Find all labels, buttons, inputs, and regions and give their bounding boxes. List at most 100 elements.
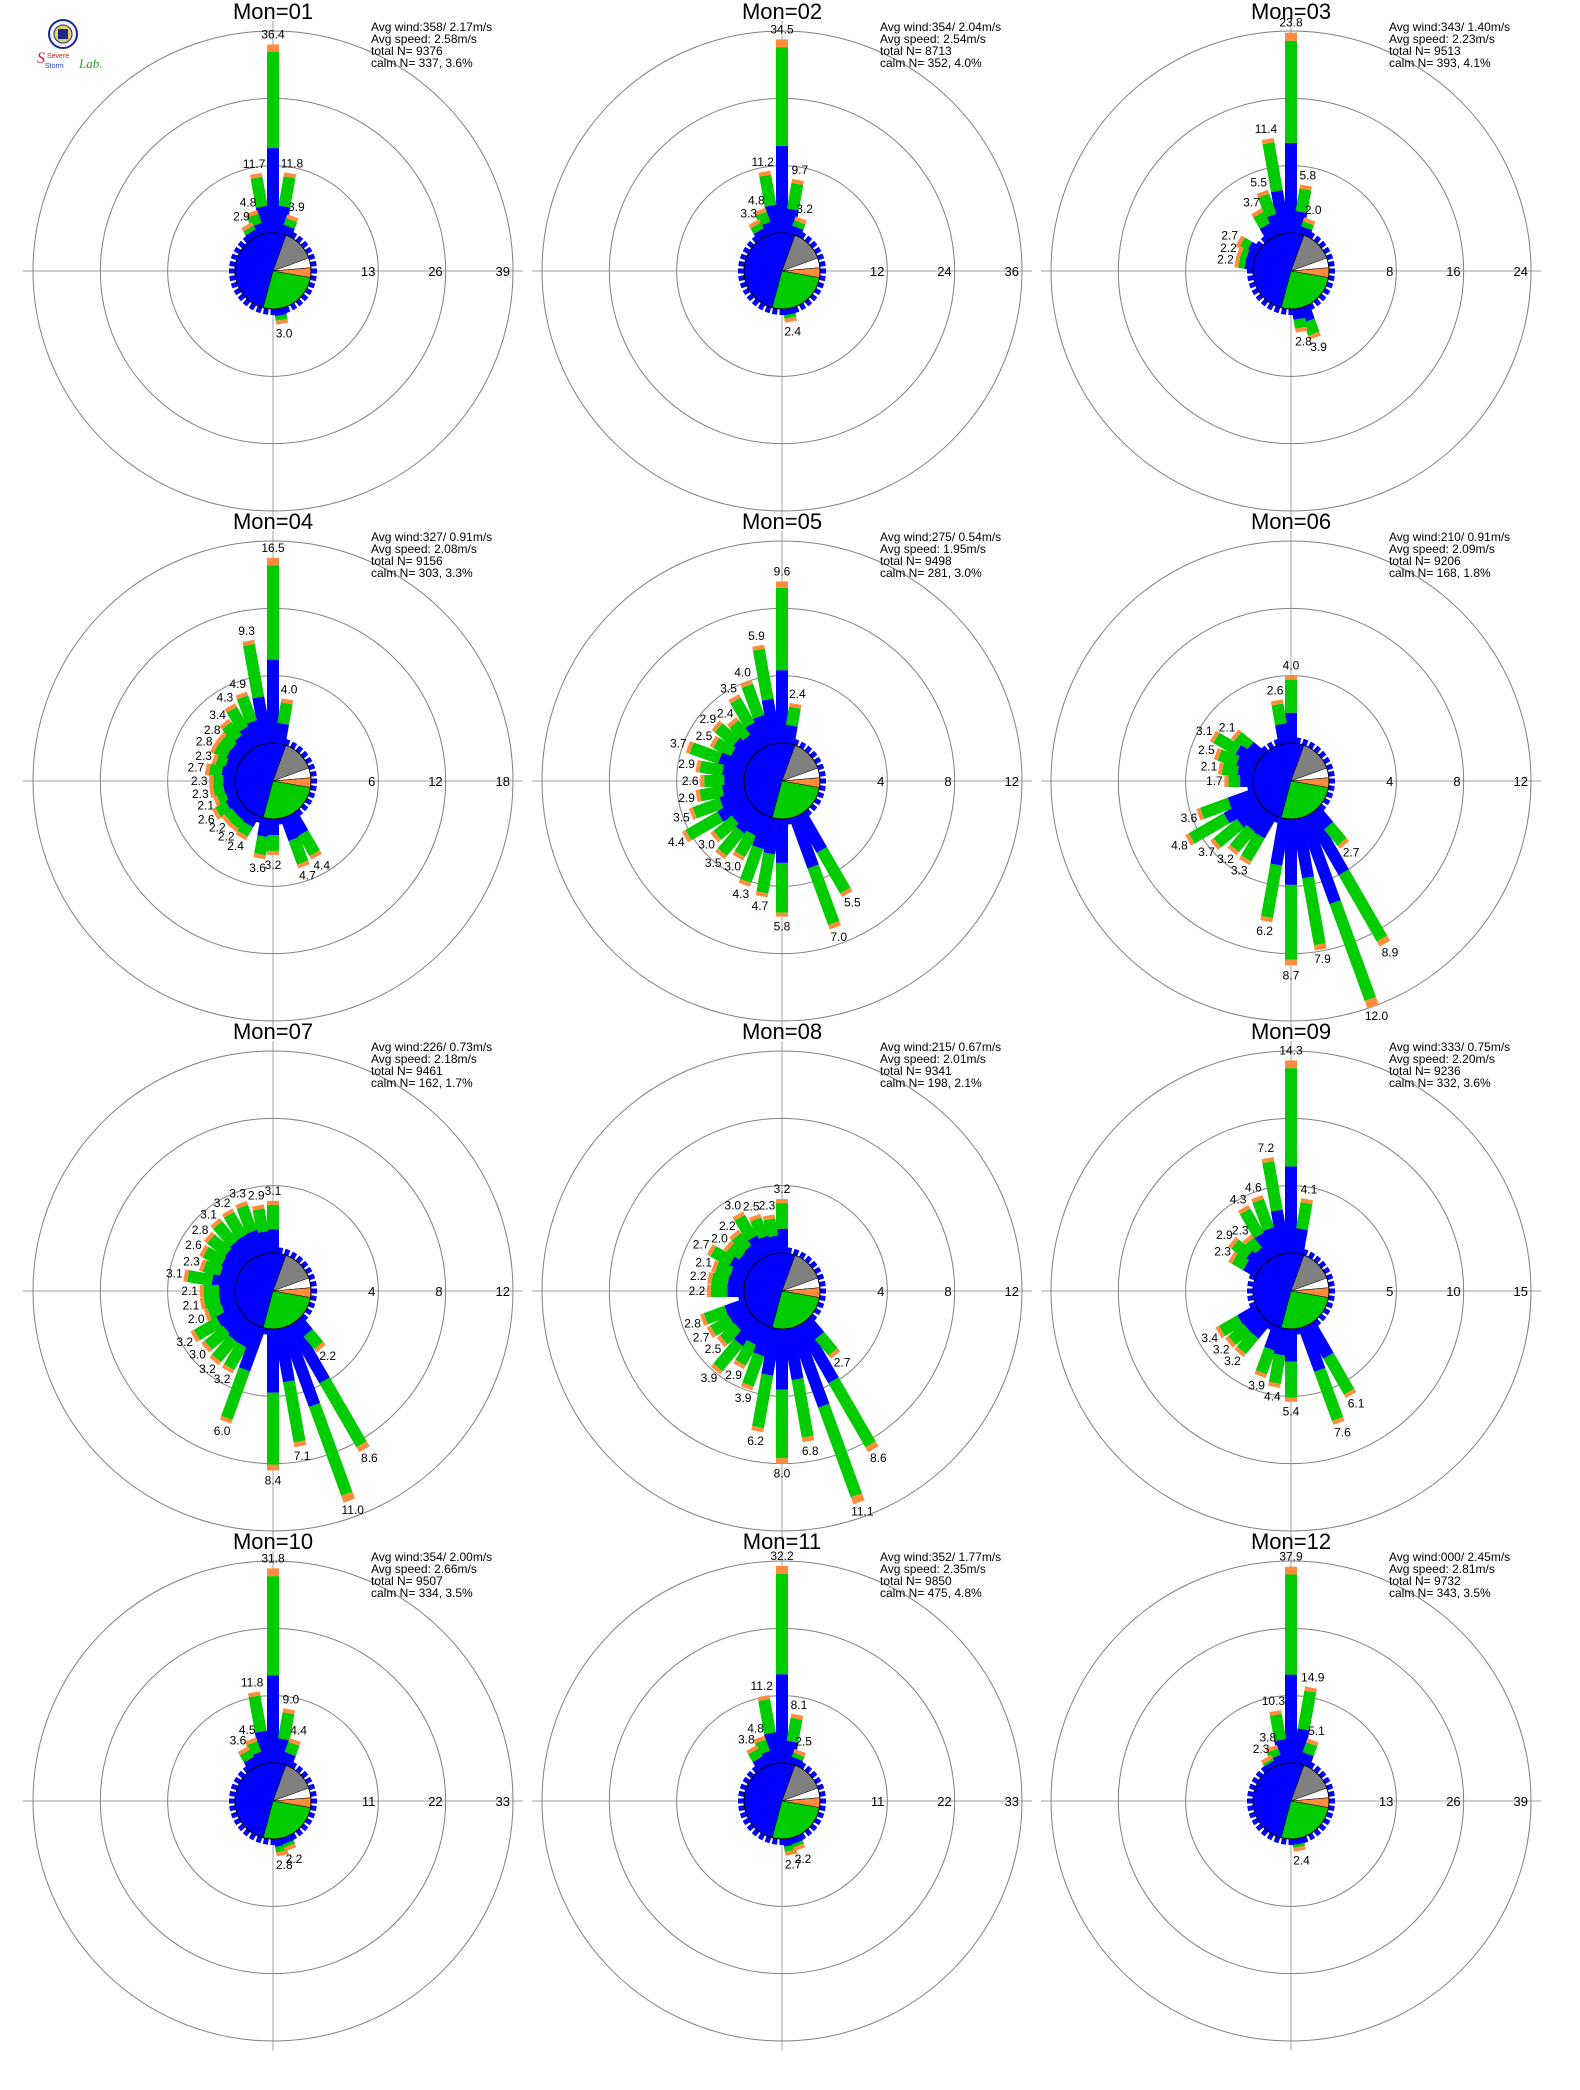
petal-label: 3.6 bbox=[1181, 811, 1198, 825]
petal-stub bbox=[229, 275, 237, 282]
ring-label: 5 bbox=[1386, 1284, 1393, 1299]
petal-segment-mid bbox=[275, 1844, 288, 1853]
petal-segment-mid bbox=[202, 1260, 223, 1278]
petal-stub bbox=[746, 293, 755, 302]
petal-stub bbox=[1327, 275, 1335, 282]
petal-stub bbox=[307, 791, 316, 799]
petal-label: 4.3 bbox=[217, 691, 234, 705]
petal-stub bbox=[1301, 1835, 1309, 1844]
petal-segment-mid bbox=[1253, 211, 1271, 229]
petal-segment-low bbox=[228, 1240, 254, 1266]
petal-label: 2.2 bbox=[690, 1269, 707, 1283]
petal-stub bbox=[1280, 307, 1287, 315]
petal-segment-mid bbox=[710, 1246, 735, 1267]
petal-segment-low bbox=[1243, 1310, 1266, 1333]
petal-segment-low bbox=[255, 205, 273, 235]
petal-stub bbox=[300, 240, 309, 249]
petal-segment-low bbox=[729, 747, 753, 768]
petal-stub bbox=[309, 1295, 317, 1302]
stats-line: Avg speed: 2.18m/s bbox=[371, 1052, 477, 1066]
petal-label: 2.0 bbox=[1305, 203, 1322, 217]
petal-segment-high bbox=[755, 891, 769, 898]
chart-title: Mon=07 bbox=[233, 1019, 313, 1044]
petal-stub bbox=[248, 302, 257, 311]
petal-stub bbox=[1307, 302, 1316, 311]
petal-segment-high bbox=[209, 1354, 222, 1366]
petal-stub bbox=[309, 770, 317, 777]
petal-segment-mid bbox=[193, 1316, 223, 1341]
petal-stub bbox=[309, 1280, 317, 1287]
stats-line: calm N= 343, 3.5% bbox=[1389, 1586, 1491, 1600]
petal-label: 3.7 bbox=[1198, 845, 1215, 859]
petal-segment-low bbox=[229, 742, 248, 762]
stats-line: Avg speed: 2.23m/s bbox=[1389, 32, 1495, 46]
petal-stub bbox=[307, 1811, 316, 1819]
petal-segment-low bbox=[273, 1327, 295, 1383]
petal-segment-high bbox=[253, 853, 266, 860]
petal-segment-mid bbox=[699, 760, 724, 777]
petal-segment-low bbox=[789, 225, 804, 238]
petal-segment-mid bbox=[685, 811, 724, 841]
petal-label: 3.2 bbox=[1224, 1354, 1241, 1368]
petal-stub bbox=[230, 281, 239, 289]
petal-stub bbox=[742, 1817, 751, 1826]
petal-stub bbox=[242, 1765, 251, 1774]
petal-stub bbox=[255, 1835, 263, 1844]
petal-label: 4.0 bbox=[1283, 659, 1300, 673]
petal-stub bbox=[816, 1301, 825, 1309]
petal-label: 2.1 bbox=[183, 1298, 200, 1312]
petal-segment-high bbox=[752, 644, 765, 651]
petal-segment-mid bbox=[742, 1352, 765, 1387]
petal-segment-high bbox=[245, 209, 259, 218]
petal-stub bbox=[816, 1811, 825, 1819]
ring-label: 11 bbox=[871, 1794, 885, 1809]
petal-segment-mid bbox=[207, 1303, 226, 1320]
petal-segment-low bbox=[243, 1756, 260, 1772]
petal-stub bbox=[1327, 1295, 1335, 1302]
petal-label: 2.4 bbox=[717, 706, 734, 720]
petal-segment-low bbox=[1249, 1316, 1272, 1339]
hub-pie bbox=[234, 1762, 312, 1840]
petal-stub bbox=[798, 231, 807, 240]
petal-segment-high bbox=[198, 1259, 207, 1272]
ring-label: 12 bbox=[1005, 1284, 1019, 1299]
ring-label: 8 bbox=[1386, 264, 1393, 279]
chart-title: Mon=08 bbox=[742, 1019, 822, 1044]
petal-segment-mid bbox=[726, 1242, 746, 1262]
petal-label: 4.7 bbox=[752, 899, 769, 913]
petal-segment-mid bbox=[248, 1695, 267, 1733]
petal-segment-mid bbox=[828, 1377, 876, 1448]
petal-segment-high bbox=[221, 1208, 235, 1218]
petal-segment-high bbox=[1251, 208, 1264, 218]
petal-segment-high bbox=[1256, 189, 1270, 198]
petal-segment-low bbox=[273, 1738, 290, 1765]
grid-ring bbox=[541, 1050, 1023, 1532]
petal-stub bbox=[1260, 1765, 1269, 1774]
petal-segment-mid bbox=[297, 830, 320, 857]
petal-segment-low bbox=[753, 1324, 775, 1357]
petal-segment-low bbox=[224, 749, 244, 768]
petal-segment-high bbox=[209, 741, 220, 754]
petal-segment-mid bbox=[692, 797, 724, 819]
petal-stub bbox=[1325, 1783, 1334, 1791]
petal-segment-high bbox=[753, 1735, 766, 1744]
petal-label: 2.9 bbox=[248, 1189, 265, 1203]
petal-segment-high bbox=[1235, 235, 1245, 248]
petal-segment-mid bbox=[1213, 732, 1241, 756]
petal-segment-low bbox=[752, 1756, 769, 1772]
petal-stub bbox=[746, 240, 755, 249]
petal-segment-mid bbox=[791, 1840, 804, 1848]
petal-segment-high bbox=[285, 214, 299, 223]
petal-segment-mid bbox=[283, 1380, 306, 1443]
stats-line: calm N= 168, 1.8% bbox=[1389, 566, 1491, 580]
petal-stub bbox=[764, 305, 772, 314]
wind-rose-12: 13 26 39 37.9 14.9 10.3 5.1 3.82.3 2.4 Mon=12 Avg … bbox=[1041, 1529, 1541, 2051]
petal-segment-high bbox=[209, 785, 216, 798]
petal-label: 3.2 bbox=[214, 1372, 231, 1386]
petal-segment-high bbox=[1210, 838, 1222, 851]
petal-segment-mid bbox=[711, 1272, 730, 1288]
petal-segment-high bbox=[314, 1341, 326, 1353]
stats-line: Avg wind:275/ 0.54m/s bbox=[880, 530, 1001, 544]
petal-segment-mid bbox=[1217, 749, 1240, 768]
petal-segment-mid bbox=[282, 1840, 295, 1848]
